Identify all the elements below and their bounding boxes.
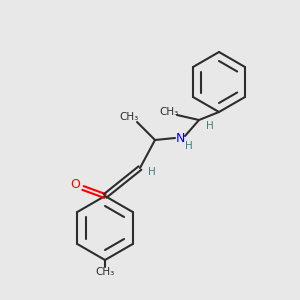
Text: O: O bbox=[70, 178, 80, 190]
Text: CH₃: CH₃ bbox=[159, 107, 178, 117]
Text: H: H bbox=[148, 167, 156, 177]
Text: H: H bbox=[185, 141, 193, 151]
Text: CH₃: CH₃ bbox=[95, 267, 115, 277]
Text: N: N bbox=[175, 131, 185, 145]
Text: CH₃: CH₃ bbox=[119, 112, 139, 122]
Text: H: H bbox=[206, 121, 214, 131]
